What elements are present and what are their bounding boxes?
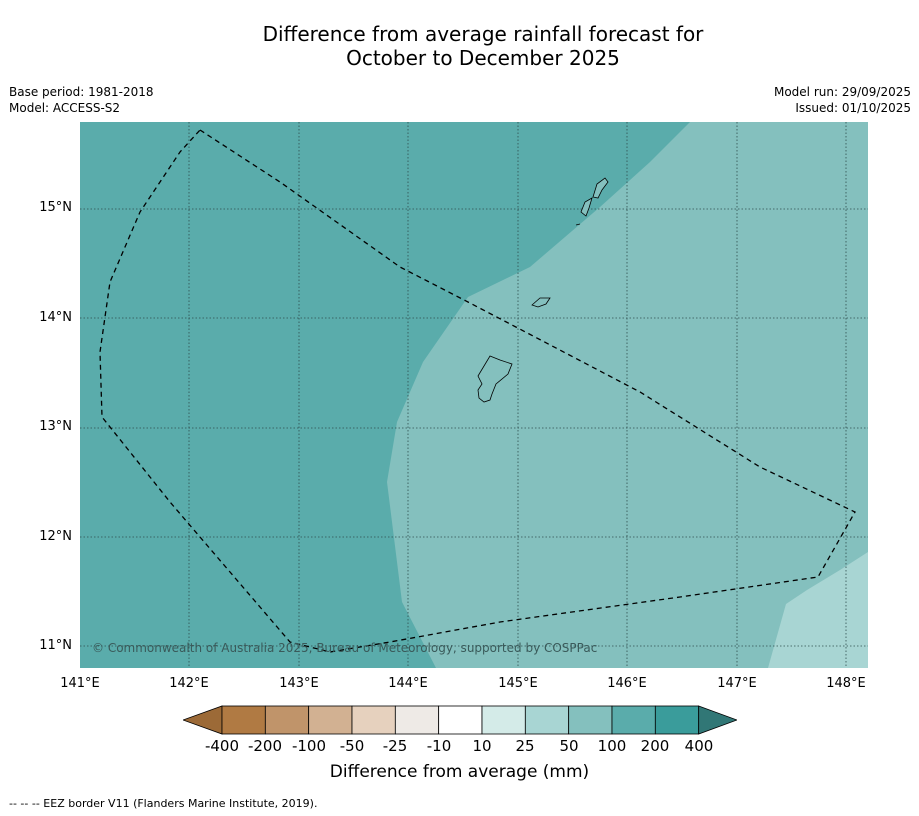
base-period: Base period: 1981-2018: [9, 85, 154, 99]
colorbar-swatch-7: [481, 705, 526, 735]
lon-label-142e: 142°E: [169, 676, 209, 691]
lat-label-11n: 11°N: [39, 638, 72, 653]
map-title: Difference from average rainfall forecas…: [0, 22, 919, 70]
colorbar-extend-low: [183, 705, 223, 735]
map-canvas: [80, 122, 868, 668]
lat-label-14n: 14°N: [39, 310, 72, 325]
colorbar-title: Difference from average (mm): [329, 762, 590, 782]
colorbar-label-9: 50: [559, 737, 579, 755]
lon-label-148e: 148°E: [826, 676, 866, 691]
rain-band-50-100: [387, 122, 868, 668]
colorbar-swatch-11: [654, 705, 700, 735]
colorbar: [183, 705, 737, 735]
lat-label-13n: 13°N: [39, 419, 72, 434]
eez-footer-note: -- -- -- EEZ border V11 (Flanders Marine…: [9, 797, 318, 810]
map-area[interactable]: © Commonwealth of Australia 2025, Bureau…: [80, 122, 868, 668]
rota-island: [531, 297, 551, 308]
tinian-island: [580, 197, 593, 217]
colorbar-swatch-6: [438, 705, 483, 735]
colorbar-swatch-3: [308, 705, 353, 735]
guam-island: [477, 355, 513, 403]
colorbar-swatch-9: [568, 705, 613, 735]
colorbar-label-1: -400: [204, 737, 240, 755]
copyright-notice: © Commonwealth of Australia 2025, Bureau…: [92, 641, 598, 655]
aguijan-island: [575, 223, 581, 226]
lon-label-143e: 143°E: [279, 676, 319, 691]
issued-date: Issued: 01/10/2025: [795, 101, 911, 115]
colorbar-swatch-2: [264, 705, 310, 735]
model-name: Model: ACCESS-S2: [9, 101, 121, 115]
rain-band-25-50: [768, 552, 868, 668]
lon-label-145e: 145°E: [498, 676, 538, 691]
saipan-island: [592, 177, 609, 199]
colorbar-swatch-10: [611, 705, 656, 735]
colorbar-swatch-1: [221, 705, 266, 735]
colorbar-label-5: -25: [382, 737, 408, 755]
lat-label-12n: 12°N: [39, 529, 72, 544]
colorbar-label-4: -50: [339, 737, 365, 755]
lon-label-144e: 144°E: [388, 676, 428, 691]
colorbar-label-7: 10: [472, 737, 492, 755]
islands: [477, 177, 609, 403]
colorbar-label-10: 100: [597, 737, 627, 755]
colorbar-swatch-5: [394, 705, 440, 735]
colorbar-label-2: -200: [247, 737, 283, 755]
lat-label-15n: 15°N: [39, 200, 72, 215]
graticule: [80, 122, 868, 668]
lon-label-141e: 141°E: [60, 676, 100, 691]
meta-right: Model run: 29/09/2025 Issued: 01/10/2025: [774, 84, 911, 116]
colorbar-label-11: 200: [640, 737, 670, 755]
colorbar-label-3: -100: [291, 737, 327, 755]
colorbar-label-8: 25: [515, 737, 535, 755]
model-run: Model run: 29/09/2025: [773, 85, 911, 99]
colorbar-label-12: 400: [684, 737, 714, 755]
map-title-line2: October to December 2025: [346, 46, 620, 70]
colorbar-label-6: -10: [426, 737, 452, 755]
map-title-line1: Difference from average rainfall forecas…: [262, 22, 704, 46]
lon-label-147e: 147°E: [717, 676, 757, 691]
colorbar-swatch-8: [524, 705, 570, 735]
meta-left: Base period: 1981-2018 Model: ACCESS-S2: [9, 84, 154, 116]
colorbar-extend-high: [698, 705, 737, 735]
lon-label-146e: 146°E: [607, 676, 647, 691]
colorbar-swatch-4: [351, 705, 396, 735]
